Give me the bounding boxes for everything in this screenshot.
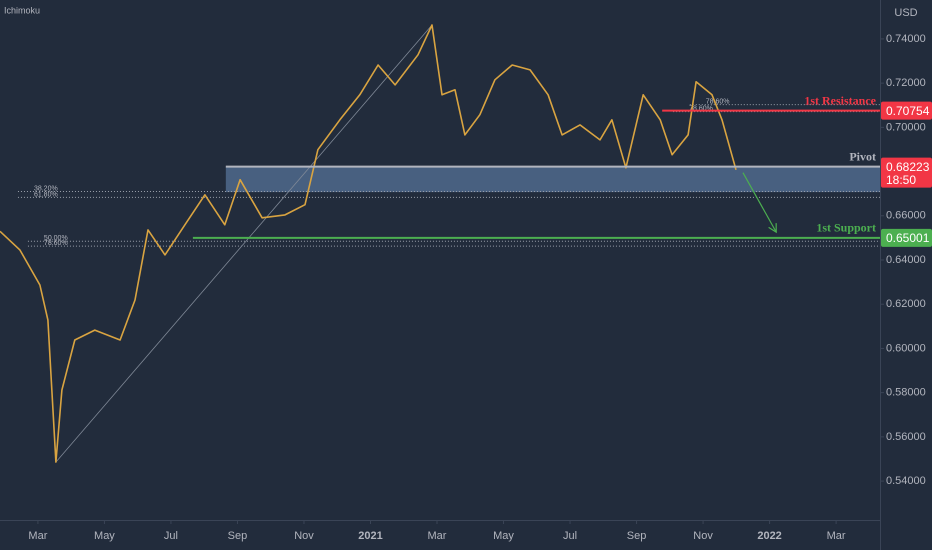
x-tick-label: Sep [228, 530, 248, 542]
arrow-head [768, 223, 777, 234]
indicator-title: Ichimoku [4, 5, 40, 15]
price-tag-label: 0.70754 [886, 104, 930, 118]
price-line [0, 24, 737, 463]
x-tick-label: Jul [164, 530, 178, 542]
fib-label: 50.00% [44, 235, 68, 242]
y-tick-label: 0.54000 [886, 475, 926, 487]
level-label: 1st Resistance [804, 93, 876, 107]
fib-label: 38.20% [34, 185, 58, 192]
x-tick-label: 2022 [757, 530, 781, 542]
x-tick-label: May [493, 530, 514, 542]
x-tick-label: Nov [294, 530, 314, 542]
y-tick-label: 0.72000 [886, 77, 926, 89]
countdown-label: 18:50 [886, 173, 916, 187]
y-tick-label: 0.64000 [886, 254, 926, 266]
y-tick-label: 0.74000 [886, 33, 926, 45]
x-tick-label: Nov [693, 530, 713, 542]
price-tag-label: 0.65001 [886, 231, 930, 245]
pivot-zone [225, 166, 881, 193]
fib-label: 78.60% [44, 240, 68, 247]
fib-label: 78.60% [706, 98, 730, 105]
y-axis-label: USD [894, 7, 917, 19]
x-tick-label: Jul [563, 530, 577, 542]
level-label: Pivot [849, 149, 876, 163]
x-tick-label: Mar [28, 530, 47, 542]
x-tick-label: Mar [827, 530, 846, 542]
price-tag [881, 101, 932, 120]
fib-label: 61.80% [34, 191, 58, 198]
x-tick-label: 2021 [358, 530, 382, 542]
y-tick-label: 0.60000 [886, 342, 926, 354]
y-tick-label: 0.70000 [886, 121, 926, 133]
level-label: 1st Support [816, 221, 876, 235]
current-price-tag [881, 157, 932, 188]
x-tick-label: Sep [627, 530, 647, 542]
x-tick-label: May [94, 530, 115, 542]
y-tick-label: 0.62000 [886, 298, 926, 310]
y-tick-label: 0.56000 [886, 431, 926, 443]
price-tag [881, 228, 932, 247]
y-tick-label: 0.66000 [886, 210, 926, 222]
x-tick-label: Mar [428, 530, 447, 542]
current-price-label: 0.68223 [886, 160, 930, 174]
y-tick-label: 0.58000 [886, 387, 926, 399]
trend-line [55, 24, 433, 463]
projection-arrow [742, 172, 777, 233]
fib-label: 78.60% [689, 105, 713, 112]
